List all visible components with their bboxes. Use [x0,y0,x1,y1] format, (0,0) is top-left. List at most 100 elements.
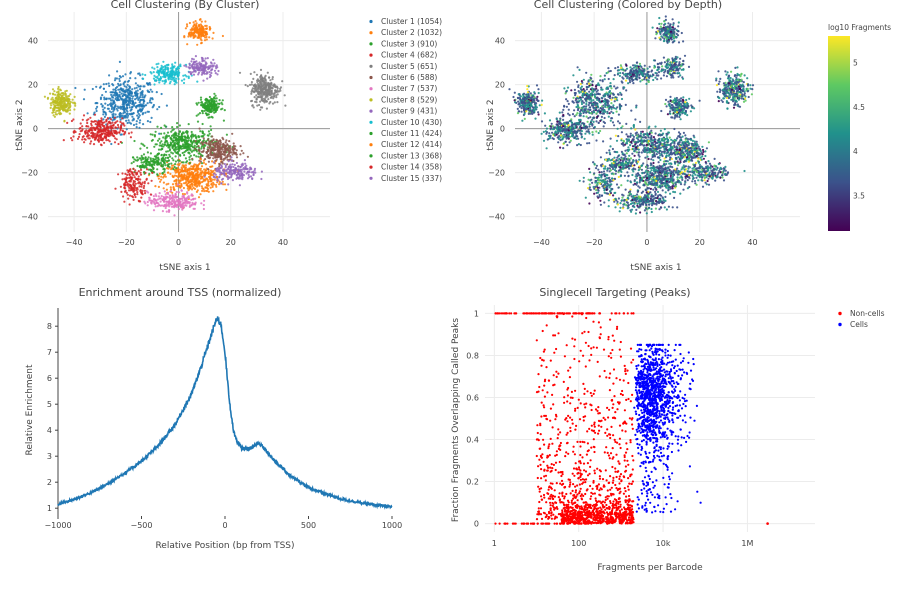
cluster-point [119,112,121,114]
depth-point [672,187,674,189]
depth-point [585,105,587,107]
cluster-point [129,77,131,79]
cluster-point [157,153,159,155]
depth-point [625,123,627,125]
cluster-point [185,182,187,184]
cluster-point [121,117,123,119]
depth-point [681,166,683,168]
depth-plot-title: Cell Clustering (Colored by Depth) [534,0,722,11]
depth-point [581,103,583,105]
cluster-point [107,129,109,131]
cluster-point [116,70,118,72]
cluster-point [144,181,146,183]
cluster-point [207,117,209,119]
cluster-point [248,176,250,178]
depth-point [602,113,604,115]
cluster-point [268,76,270,78]
depth-point [573,102,575,104]
cluster-point [205,61,207,63]
cluster-point [173,78,175,80]
cluster-point [264,82,266,84]
cluster-series [74,61,168,145]
depth-point [595,85,597,87]
cluster-point [119,115,121,117]
cluster-point [165,193,167,195]
legend-marker [369,87,372,90]
cluster-series [183,18,224,46]
cluster-point [131,178,133,180]
cluster-point [198,102,200,104]
cluster-point [123,105,125,107]
depth-point [657,191,659,193]
cluster-point [187,182,189,184]
cluster-point [151,117,153,119]
cluster-point [211,69,213,71]
cluster-point [250,93,252,95]
cluster-point [204,176,206,178]
cluster-point [159,144,161,146]
depth-point [649,191,651,193]
cluster-point [177,184,179,186]
cluster-point [184,197,186,199]
depth-point [606,112,608,114]
cluster-point [164,144,166,146]
cluster-point [167,171,169,173]
cluster-point [153,68,155,70]
cluster-point [196,115,198,117]
cluster-point [239,175,241,177]
depth-y-axis-label: tSNE axis 2 [486,99,496,150]
cluster-point [191,145,193,147]
cluster-point [204,174,206,176]
depth-point [618,114,620,116]
cluster-point [179,186,181,188]
cluster-point [196,173,198,175]
depth-point [604,117,606,119]
cluster-point [65,106,67,108]
cluster-point [58,96,60,98]
cluster-point [174,205,176,207]
legend-label: Cluster 1 (1054) [381,17,442,26]
cluster-point [64,90,66,92]
cluster-point [175,172,177,174]
depth-point [589,106,591,108]
cluster-point [235,167,237,169]
cluster-point [210,72,212,74]
cluster-point [126,109,128,111]
cluster-point [59,112,61,114]
cluster-point [131,195,133,197]
legend-marker [369,121,372,124]
cluster-point [204,36,206,38]
cluster-point [200,104,202,106]
depth-point [663,178,665,180]
depth-point [684,170,686,172]
cluster-point [191,183,193,185]
cluster-point [141,190,143,192]
cluster-point [203,162,205,164]
depth-point [660,175,662,177]
cluster-point [139,172,141,174]
depth-point [582,91,584,93]
cluster-point [118,84,120,86]
depth-point [635,106,637,108]
cluster-point [131,131,133,133]
cluster-point [120,126,122,128]
cluster-point [188,33,190,35]
depth-point [578,90,580,92]
cluster-point [147,151,149,153]
depth-point [669,159,671,161]
cluster-point [52,109,54,111]
cluster-point [165,157,167,159]
cluster-point [128,189,130,191]
depth-point [647,167,649,169]
cluster-point [141,96,143,98]
cluster-point [234,164,236,166]
cluster-point [147,102,149,104]
cluster-point [164,138,166,140]
cluster-point [201,59,203,61]
cluster-point [110,94,112,96]
cluster-point [211,116,213,118]
depth-point [644,180,646,182]
cluster-point [186,176,188,178]
cluster-point [97,130,99,132]
cluster-point [248,174,250,176]
